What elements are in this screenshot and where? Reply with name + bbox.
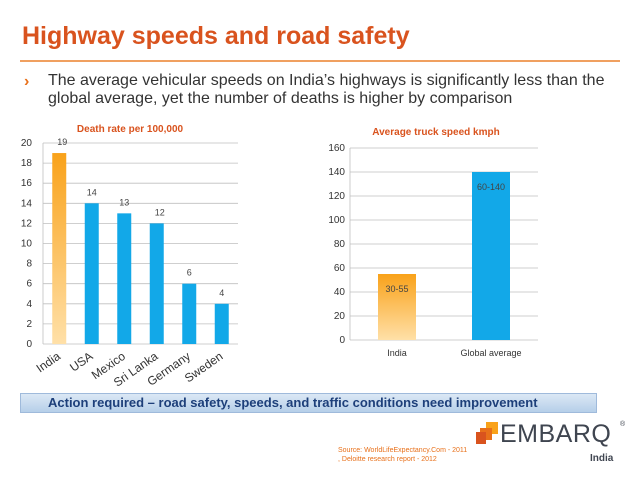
chart-title: Death rate per 100,000 [77, 124, 184, 135]
source-note: Source: WorldLifeExpectancy.Com - 2011 ,… [338, 447, 468, 463]
y-tick-label: 0 [339, 335, 345, 346]
data-label: 30-55 [385, 284, 408, 294]
y-tick-label: 14 [21, 198, 33, 209]
y-tick-label: 100 [328, 215, 345, 226]
action-banner [20, 393, 597, 413]
data-label: 19 [57, 137, 67, 147]
bullet-text: The average vehicular speeds on India’s … [48, 72, 605, 107]
y-tick-label: 20 [21, 138, 33, 149]
y-tick-label: 8 [26, 259, 32, 270]
y-tick-label: 80 [334, 239, 346, 250]
data-label: 60-140 [477, 182, 505, 192]
embarq-logo-icon [476, 422, 498, 444]
data-label: 6 [187, 268, 192, 278]
y-tick-label: 20 [334, 311, 346, 322]
bar [472, 172, 510, 340]
y-tick-label: 140 [328, 167, 345, 178]
category-label: India [387, 348, 407, 358]
title-divider [20, 60, 620, 62]
chevron-right-icon: › [24, 73, 30, 90]
action-text: Action required – road safety, speeds, a… [48, 395, 538, 410]
bar [149, 223, 164, 344]
bar [378, 274, 416, 340]
data-label: 12 [155, 207, 165, 217]
y-tick-label: 4 [26, 299, 32, 310]
y-tick-label: 6 [26, 279, 32, 290]
logo-wordmark: EMBARQ [500, 420, 612, 448]
logo-subtitle: India [590, 453, 614, 464]
slide-title: Highway speeds and road safety [22, 22, 410, 50]
category-label: Global average [460, 348, 521, 358]
logo-trademark: ® [620, 421, 626, 428]
y-tick-label: 18 [21, 158, 33, 169]
y-tick-label: 2 [26, 319, 32, 330]
data-label: 14 [87, 187, 97, 197]
bar [117, 213, 132, 344]
y-tick-label: 10 [21, 239, 33, 250]
y-tick-label: 160 [328, 143, 345, 154]
data-label: 13 [119, 197, 129, 207]
y-tick-label: 16 [21, 178, 33, 189]
y-tick-label: 0 [26, 339, 32, 350]
bar [182, 283, 197, 344]
y-tick-label: 60 [334, 263, 346, 274]
y-tick-label: 120 [328, 191, 345, 202]
y-tick-label: 12 [21, 218, 33, 229]
bar [52, 153, 67, 344]
chart-title: Average truck speed kmph [372, 127, 499, 138]
data-label: 4 [219, 288, 224, 298]
bar [214, 303, 229, 344]
bar [84, 203, 99, 344]
y-tick-label: 40 [334, 287, 346, 298]
